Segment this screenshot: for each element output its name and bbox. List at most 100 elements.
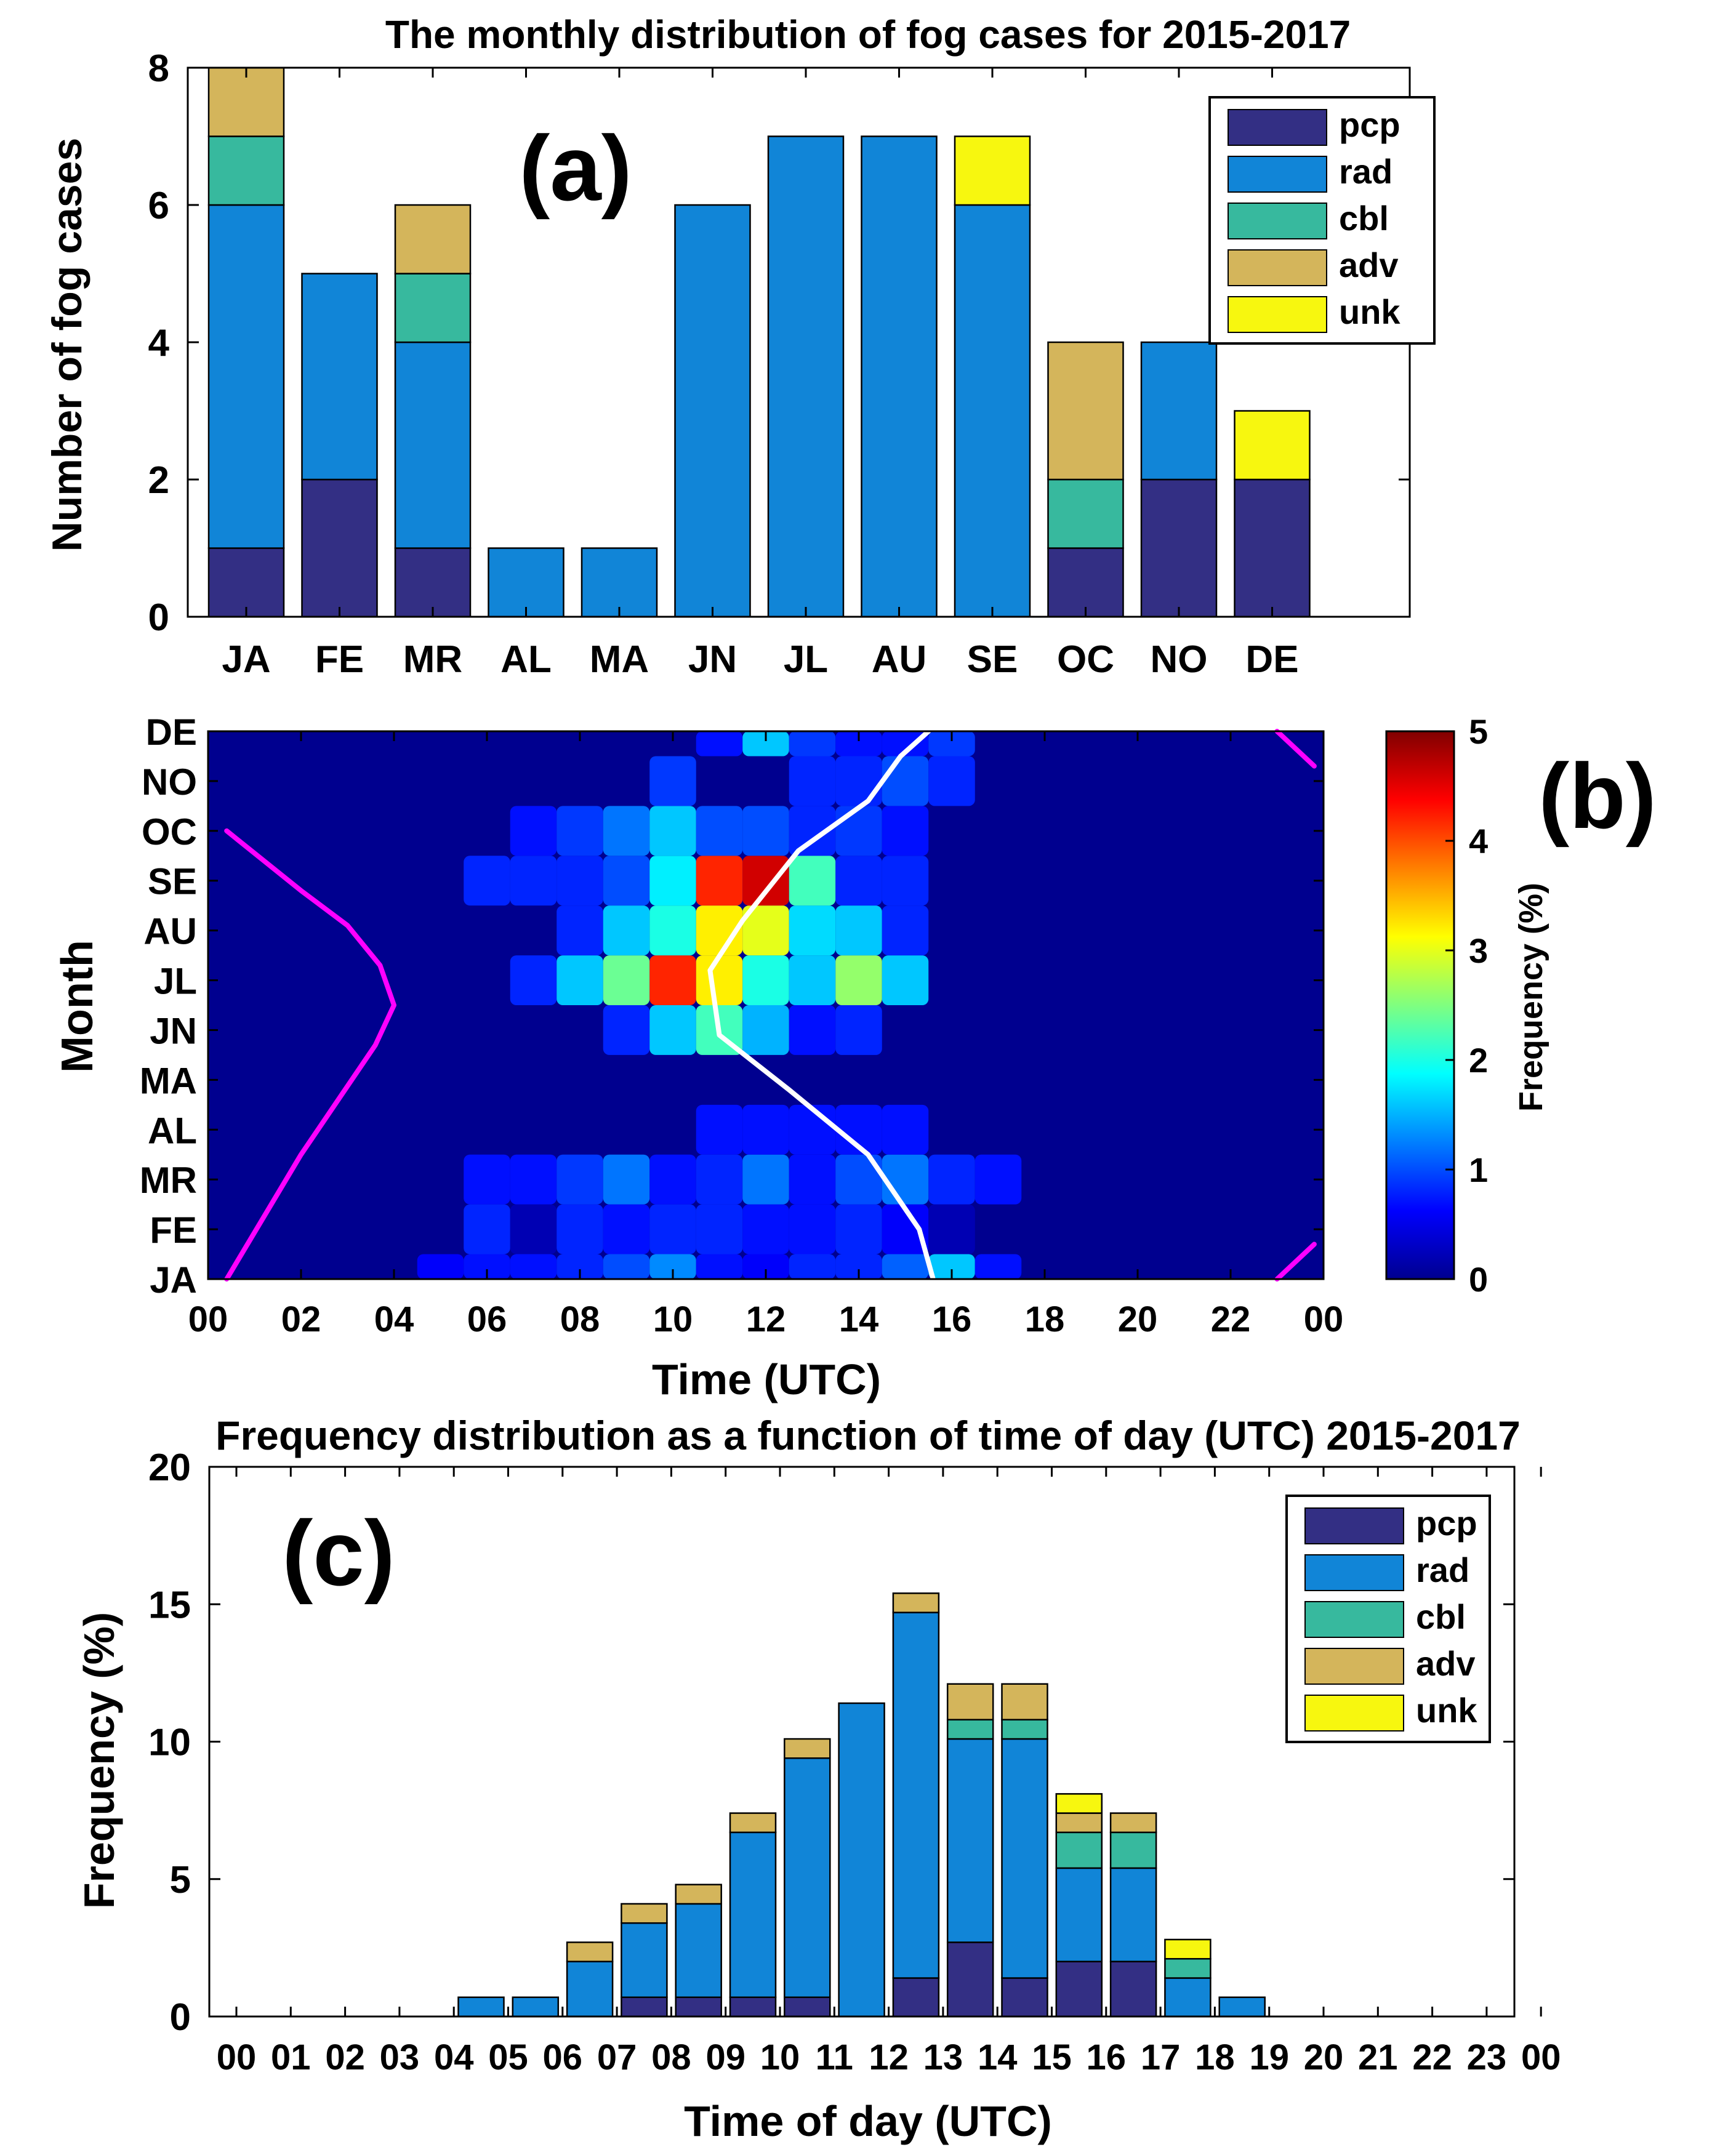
heat-cell-JA-08: [557, 1254, 603, 1279]
c-ytick-label-15: 15: [148, 1584, 191, 1626]
heat-cell-NO-14: [835, 756, 882, 806]
heat-cell-SE-13: [789, 856, 836, 906]
white-curve: [707, 729, 936, 1282]
heat-cell-MR-15: [882, 1154, 929, 1205]
c-xtick-label-3: 03: [380, 2037, 420, 2077]
c-bar-pcp-08: [675, 1996, 722, 2018]
heat-cell-MR-14: [835, 1154, 882, 1205]
c-xtick-label-19: 19: [1249, 2037, 1289, 2077]
c-bar-cbl-14: [1001, 1719, 1048, 1740]
a-bar-rad-JL: [767, 135, 845, 618]
heat-cell-AU-13: [789, 905, 836, 956]
a-bar-rad-SE: [954, 204, 1031, 618]
c-bar-pcp-16: [1109, 1960, 1157, 2018]
heat-cell-FE-10: [649, 1204, 696, 1254]
c-xtick-label-23: 23: [1467, 2037, 1507, 2077]
a-xtick-label-7: AU: [872, 638, 927, 681]
c-bar-pcp-14: [1001, 1977, 1048, 2018]
heat-cell-JA-13: [789, 1254, 836, 1279]
a-bar-rad-AU: [861, 135, 938, 618]
heat-cell-NO-10: [649, 756, 696, 806]
heat-cell-AU-14: [835, 905, 882, 956]
c-bar-rad-16: [1109, 1867, 1157, 1962]
b-ytick-label-SE: SE: [148, 861, 197, 902]
heat-cell-JL-10: [649, 955, 696, 1005]
c-xtick-label-4: 04: [434, 2037, 474, 2077]
heat-cell-DE-12: [742, 731, 789, 756]
magenta-curve-right-top: [1274, 729, 1317, 769]
panel-c-label: (c): [282, 1501, 395, 1605]
b-ytick-label-AU: AU: [143, 911, 197, 952]
heat-cell-JA-05: [417, 1254, 464, 1279]
heat-cell-JL-11: [696, 955, 743, 1005]
b-ytick-label-AL: AL: [148, 1110, 197, 1151]
a-bar-unk-SE: [954, 135, 1031, 206]
c-xtick-label-10: 10: [760, 2037, 800, 2077]
c-xtick-label-17: 17: [1141, 2037, 1181, 2077]
b-ytick-label-JL: JL: [154, 961, 197, 1002]
b-xtick-label-1: 02: [281, 1299, 321, 1339]
a-xtick-label-9: OC: [1057, 638, 1114, 681]
heat-cell-JA-06: [464, 1254, 510, 1279]
a-bar-rad-FE: [301, 273, 378, 481]
c-xtick-label-2: 02: [325, 2037, 365, 2077]
heat-cell-DE-14: [835, 731, 882, 756]
b-ytick-label-FE: FE: [150, 1210, 197, 1251]
heat-cell-OC-15: [882, 806, 929, 856]
c-xtick-label-12: 12: [869, 2037, 909, 2077]
c-xtick-label-20: 20: [1304, 2037, 1344, 2077]
b-xtick-label-5: 10: [653, 1299, 693, 1339]
c-bar-cbl-13: [946, 1719, 994, 1740]
heat-cell-FE-08: [557, 1204, 603, 1254]
a-xtick-label-11: DE: [1245, 638, 1298, 681]
a-xtick-label-10: NO: [1151, 638, 1208, 681]
panel-b-x-axis-label: Time (UTC): [652, 1355, 881, 1403]
a-xtick-label-1: FE: [315, 638, 364, 681]
b-ytick-label-NO: NO: [142, 761, 197, 803]
heat-cell-SE-09: [603, 856, 650, 906]
heat-cell-JA-09: [603, 1254, 650, 1279]
heat-cell-JA-10: [649, 1254, 696, 1279]
heat-cell-DE-13: [789, 731, 836, 756]
heat-cell-DE-11: [696, 731, 743, 756]
a-bar-pcp-MR: [394, 547, 472, 618]
heat-cell-JL-14: [835, 955, 882, 1005]
c-bar-adv-13: [946, 1683, 994, 1721]
heat-cell-JA-14: [835, 1254, 882, 1279]
a-legend-label-adv: adv: [1339, 246, 1399, 284]
c-bar-pcp-15: [1055, 1960, 1103, 2018]
a-bar-rad-JN: [674, 204, 751, 618]
heat-cell-AU-11: [696, 905, 743, 956]
colorbar-bar: [1385, 730, 1455, 1280]
a-bar-cbl-OC: [1047, 478, 1124, 549]
b-xtick-label-11: 22: [1211, 1299, 1251, 1339]
c-bar-rad-14: [1001, 1738, 1048, 1979]
heat-cell-FE-15: [882, 1204, 929, 1254]
heat-cell-OC-10: [649, 806, 696, 856]
c-xtick-label-14: 14: [978, 2037, 1018, 2077]
panel-b-overlay-lines: [224, 729, 1317, 1282]
c-ytick-label-0: 0: [170, 1996, 191, 2039]
a-legend-swatch-rad: [1228, 156, 1327, 193]
c-bar-cbl-17: [1164, 1957, 1212, 1979]
c-bar-unk-17: [1164, 1938, 1212, 1960]
heat-cell-FE-13: [789, 1204, 836, 1254]
panel-b-label: (b): [1538, 744, 1657, 848]
c-bar-adv-14: [1001, 1683, 1048, 1721]
a-bar-rad-MA: [581, 547, 658, 618]
heat-cell-MR-07: [510, 1154, 557, 1205]
c-bar-pcp-07: [621, 1996, 668, 2018]
heat-cell-MR-17: [974, 1154, 1022, 1205]
heat-cell-AU-09: [603, 905, 650, 956]
c-bar-adv-09: [729, 1812, 777, 1834]
b-xtick-label-7: 14: [839, 1299, 879, 1339]
heat-cell-OC-13: [789, 806, 836, 856]
heat-cell-SE-14: [835, 856, 882, 906]
a-xtick-label-3: AL: [500, 638, 552, 681]
panel-c-hourly-bar-chart: Frequency distribution as a function of …: [75, 1413, 1561, 2145]
c-legend-label-rad: rad: [1416, 1551, 1469, 1589]
heat-cell-AL-13: [789, 1104, 836, 1155]
c-xtick-label-0: 00: [217, 2037, 257, 2077]
heat-cell-OC-08: [557, 806, 603, 856]
a-bar-pcp-DE: [1234, 478, 1311, 618]
